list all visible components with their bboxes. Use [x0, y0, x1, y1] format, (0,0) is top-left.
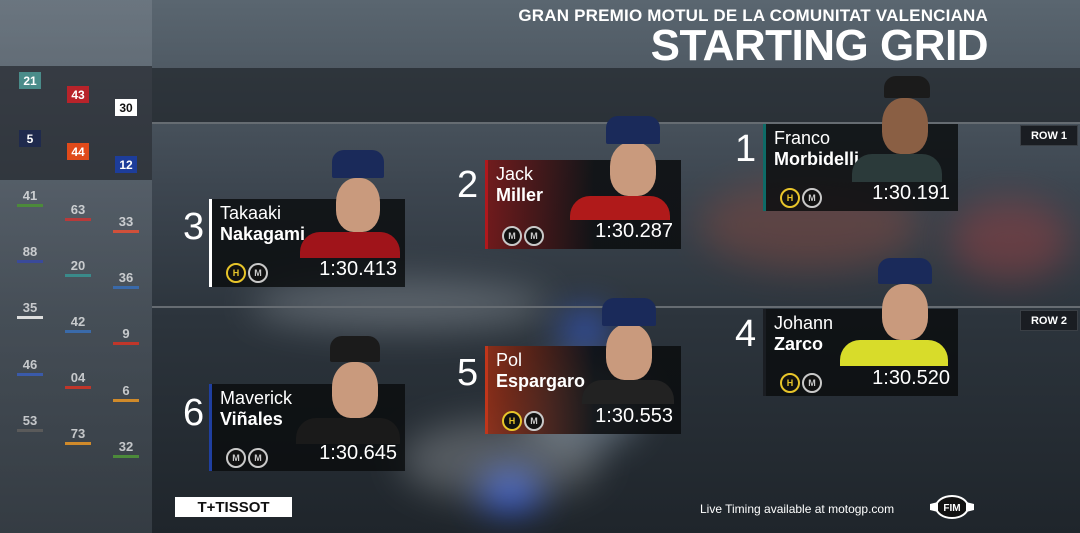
qualifying-time: 1:30.191 [872, 182, 950, 204]
rider-name: Franco Morbidelli [774, 128, 859, 170]
qualifying-time: 1:30.413 [319, 258, 397, 280]
rider-last-name: Zarco [774, 334, 824, 354]
rider-portrait-nakagami [292, 148, 402, 258]
rider-last-name: Espargaro [496, 371, 586, 391]
mini-number-5: 5 [19, 130, 41, 147]
fim-logo-icon: FIM [930, 495, 974, 519]
sponsor-logo: T+TISSOT [175, 497, 292, 517]
mini-number-12: 12 [115, 156, 137, 173]
mini-number-44: 44 [67, 143, 89, 160]
rider-name: Takaaki Nakagami [220, 203, 305, 245]
grid-overview-panel: 21 43 30 5 44 12 41 63 33 88 20 36 35 42… [0, 0, 152, 533]
page-title: STARTING GRID [650, 21, 989, 70]
tyre-rear-medium-icon: M [248, 263, 268, 283]
mini-number-42: 42 [65, 312, 91, 333]
rider-first-name: Jack [496, 164, 534, 184]
tyre-front-medium-icon: M [502, 226, 522, 246]
tyre-front-medium-icon: M [226, 448, 246, 468]
rider-name: Maverick Viñales [220, 388, 292, 430]
row-1-badge: ROW 1 [1020, 125, 1078, 146]
rider-name: Jack Miller [496, 164, 543, 206]
mini-number-21: 21 [19, 72, 41, 89]
tyre-front-hard-icon: H [780, 188, 800, 208]
rider-first-name: Johann [774, 313, 834, 333]
tyre-front-hard-icon: H [780, 373, 800, 393]
rider-last-name: Nakagami [220, 224, 306, 244]
live-timing-note: Live Timing available at motogp.com [700, 502, 895, 516]
rider-name: Johann Zarco [774, 313, 833, 355]
tyre-rear-medium-icon: M [524, 411, 544, 431]
tyre-front-hard-icon: H [226, 263, 246, 283]
rider-portrait-zarco [832, 254, 955, 366]
mini-number-46: 46 [17, 355, 43, 376]
rider-portrait-miller [560, 112, 678, 220]
grid-position: 4 [735, 313, 757, 355]
rider-portrait-morbidelli [840, 72, 955, 182]
rider-last-name: Morbidelli [774, 149, 859, 169]
rider-last-name: Miller [496, 185, 544, 205]
grid-position: 5 [457, 352, 479, 394]
mini-number-9: 9 [113, 324, 139, 345]
tyre-rear-medium-icon: M [802, 373, 822, 393]
mini-number-36: 36 [113, 268, 139, 289]
grid-position: 6 [183, 392, 205, 434]
rider-name: Pol Espargaro [496, 350, 585, 392]
grid-position: 1 [735, 128, 757, 170]
qualifying-time: 1:30.520 [872, 367, 950, 389]
qualifying-time: 1:30.287 [595, 220, 673, 242]
mini-number-43: 43 [67, 86, 89, 103]
rider-portrait-espargaro [578, 296, 678, 404]
mini-number-53: 53 [17, 411, 43, 432]
rider-first-name: Maverick [220, 388, 293, 408]
mini-number-88: 88 [17, 242, 43, 263]
tyre-rear-medium-icon: M [248, 448, 268, 468]
grid-position: 2 [457, 164, 479, 206]
rider-last-name: Viñales [220, 409, 283, 429]
mini-number-20: 20 [65, 256, 91, 277]
mini-number-30: 30 [115, 99, 137, 116]
tyre-rear-medium-icon: M [802, 188, 822, 208]
mini-number-41: 41 [17, 186, 43, 207]
event-title: GRAN PREMIO MOTUL DE LA COMUNITAT VALENC… [518, 6, 988, 25]
rider-first-name: Franco [774, 128, 831, 148]
mini-number-04: 04 [65, 368, 91, 389]
mini-number-32: 32 [113, 437, 139, 458]
tyre-front-hard-icon: H [502, 411, 522, 431]
mini-number-35: 35 [17, 298, 43, 319]
mini-number-73: 73 [65, 424, 91, 445]
tyre-rear-medium-icon: M [524, 226, 544, 246]
rider-first-name: Pol [496, 350, 523, 370]
mini-number-63: 63 [65, 200, 91, 221]
mini-number-33: 33 [113, 212, 139, 233]
qualifying-time: 1:30.645 [319, 442, 397, 464]
row-2-badge: ROW 2 [1020, 310, 1078, 331]
grid-position: 3 [183, 206, 205, 248]
fim-logo-text: FIM [943, 503, 960, 514]
qualifying-time: 1:30.553 [595, 405, 673, 427]
rider-first-name: Takaaki [220, 203, 282, 223]
rider-portrait-vinales [290, 334, 402, 444]
mini-number-6: 6 [113, 381, 139, 402]
